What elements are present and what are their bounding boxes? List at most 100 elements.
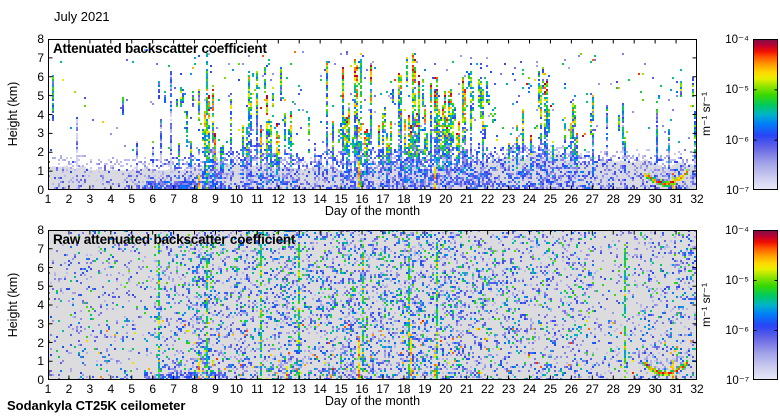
x-tick-label: 10	[229, 382, 244, 396]
x-tick-label: 21	[460, 382, 474, 396]
raw-backscatter-heatmap	[48, 230, 697, 380]
x-tick-label: 10	[229, 192, 244, 206]
x-tick-label: 26	[564, 192, 579, 206]
x-tick-label: 32	[690, 192, 704, 206]
station-footer: Sodankyla CT25K ceilometer	[7, 398, 186, 413]
y-tick-label: 6	[37, 69, 44, 84]
colorbar-unit-bottom: m⁻¹ sr⁻¹	[699, 283, 713, 327]
y-tick-label: 5	[37, 88, 44, 103]
y-tick-label: 4	[37, 298, 44, 312]
x-tick-label: 4	[107, 382, 115, 396]
x-tick-label: 7	[170, 192, 177, 206]
x-tick-label: 20	[439, 382, 453, 396]
x-tick-label: 32	[690, 382, 704, 396]
x-tick-label: 17	[376, 192, 390, 206]
x-tick-label: 29	[627, 192, 641, 206]
x-axis-label-top: Day of the month	[324, 204, 421, 218]
x-tick-label: 25	[543, 192, 558, 206]
colorbar-tick-label: 10⁻⁵	[725, 275, 749, 287]
x-tick-label: 21	[460, 192, 474, 206]
x-tick-label: 25	[543, 382, 558, 396]
x-tick-label: 14	[313, 382, 327, 396]
y-tick-label: 6	[37, 260, 44, 275]
x-tick-label: 12	[271, 192, 285, 206]
x-tick-label: 18	[397, 192, 411, 206]
x-tick-label: 17	[376, 382, 390, 396]
y-tick-label: 8	[37, 223, 44, 237]
x-axis-label-bottom: Day of the month	[324, 394, 421, 408]
x-tick-label: 22	[480, 192, 495, 206]
y-tick-label: 3	[37, 126, 44, 141]
x-tick-label: 27	[585, 192, 599, 206]
x-tick-label: 30	[648, 382, 662, 396]
x-tick-label: 30	[648, 192, 662, 206]
x-tick-label: 6	[149, 192, 157, 206]
x-tick-label: 8	[191, 192, 198, 206]
colorbar-tick-label: 10⁻⁵	[725, 84, 749, 97]
x-tick-label: 24	[522, 192, 537, 206]
y-tick-label: 5	[37, 279, 44, 294]
y-axis-label-top: Height (km)	[6, 81, 20, 147]
colorbar-tick-label: 10⁻⁴	[725, 225, 749, 237]
figure-date-title: July 2021	[54, 9, 110, 24]
y-axis-label-bottom: Height (km)	[6, 272, 20, 338]
x-tick-label: 16	[355, 382, 369, 396]
x-tick-label: 5	[128, 192, 136, 206]
colorbar-tick-label: 10⁻⁴	[725, 34, 749, 46]
y-tick-label: 2	[37, 335, 44, 350]
x-tick-label: 27	[585, 382, 599, 396]
x-tick-label: 3	[86, 192, 94, 206]
y-tick-label: 1	[37, 354, 44, 369]
x-tick-label: 19	[418, 192, 432, 206]
x-tick-label: 28	[606, 382, 620, 396]
x-tick-label: 1	[44, 192, 52, 206]
x-tick-label: 13	[292, 192, 306, 206]
colorbar-tick-label: 10⁻⁷	[725, 185, 749, 197]
x-tick-label: 2	[65, 192, 73, 206]
x-tick-label: 11	[251, 192, 264, 206]
colorbar-top	[753, 39, 778, 190]
x-tick-label: 3	[86, 382, 94, 396]
x-tick-label: 12	[271, 382, 285, 396]
colorbar-bottom	[753, 230, 778, 380]
y-tick-label: 0	[37, 373, 44, 387]
x-tick-label: 1	[44, 382, 52, 396]
x-tick-label: 16	[355, 192, 369, 206]
x-tick-label: 19	[418, 382, 432, 396]
x-tick-label: 8	[191, 382, 198, 396]
y-tick-label: 8	[37, 32, 44, 46]
x-tick-label: 11	[251, 382, 264, 396]
y-tick-label: 7	[37, 241, 44, 256]
x-tick-label: 15	[334, 192, 348, 206]
x-tick-label: 24	[522, 382, 537, 396]
x-tick-label: 13	[292, 382, 306, 396]
x-tick-label: 26	[564, 382, 579, 396]
x-tick-label: 31	[669, 382, 683, 396]
y-tick-label: 4	[37, 107, 44, 122]
y-tick-label: 3	[37, 316, 44, 331]
x-tick-label: 31	[669, 192, 683, 206]
colorbar-unit-top: m⁻¹ sr⁻¹	[699, 92, 713, 136]
x-tick-label: 6	[149, 382, 157, 396]
x-tick-label: 20	[439, 192, 453, 206]
y-tick-label: 2	[37, 145, 44, 160]
x-tick-label: 22	[480, 382, 495, 396]
panel-title-raw: Raw attenuated backscatter coefficient	[53, 232, 296, 247]
attenuated-backscatter-heatmap	[48, 39, 697, 190]
x-tick-label: 23	[501, 382, 516, 396]
x-tick-label: 14	[313, 192, 327, 206]
x-tick-label: 23	[501, 192, 516, 206]
x-tick-label: 2	[65, 382, 73, 396]
colorbar-tick-label: 10⁻⁶	[725, 325, 749, 337]
x-tick-label: 15	[334, 382, 348, 396]
x-tick-label: 28	[606, 192, 620, 206]
x-tick-label: 5	[128, 382, 136, 396]
x-tick-label: 9	[212, 192, 219, 206]
x-tick-label: 7	[170, 382, 177, 396]
x-tick-label: 4	[107, 192, 115, 206]
x-tick-label: 18	[397, 382, 411, 396]
y-tick-label: 7	[37, 50, 44, 65]
panel-title-attenuated: Attenuated backscatter coefficient	[53, 41, 267, 56]
y-tick-label: 0	[37, 183, 44, 197]
